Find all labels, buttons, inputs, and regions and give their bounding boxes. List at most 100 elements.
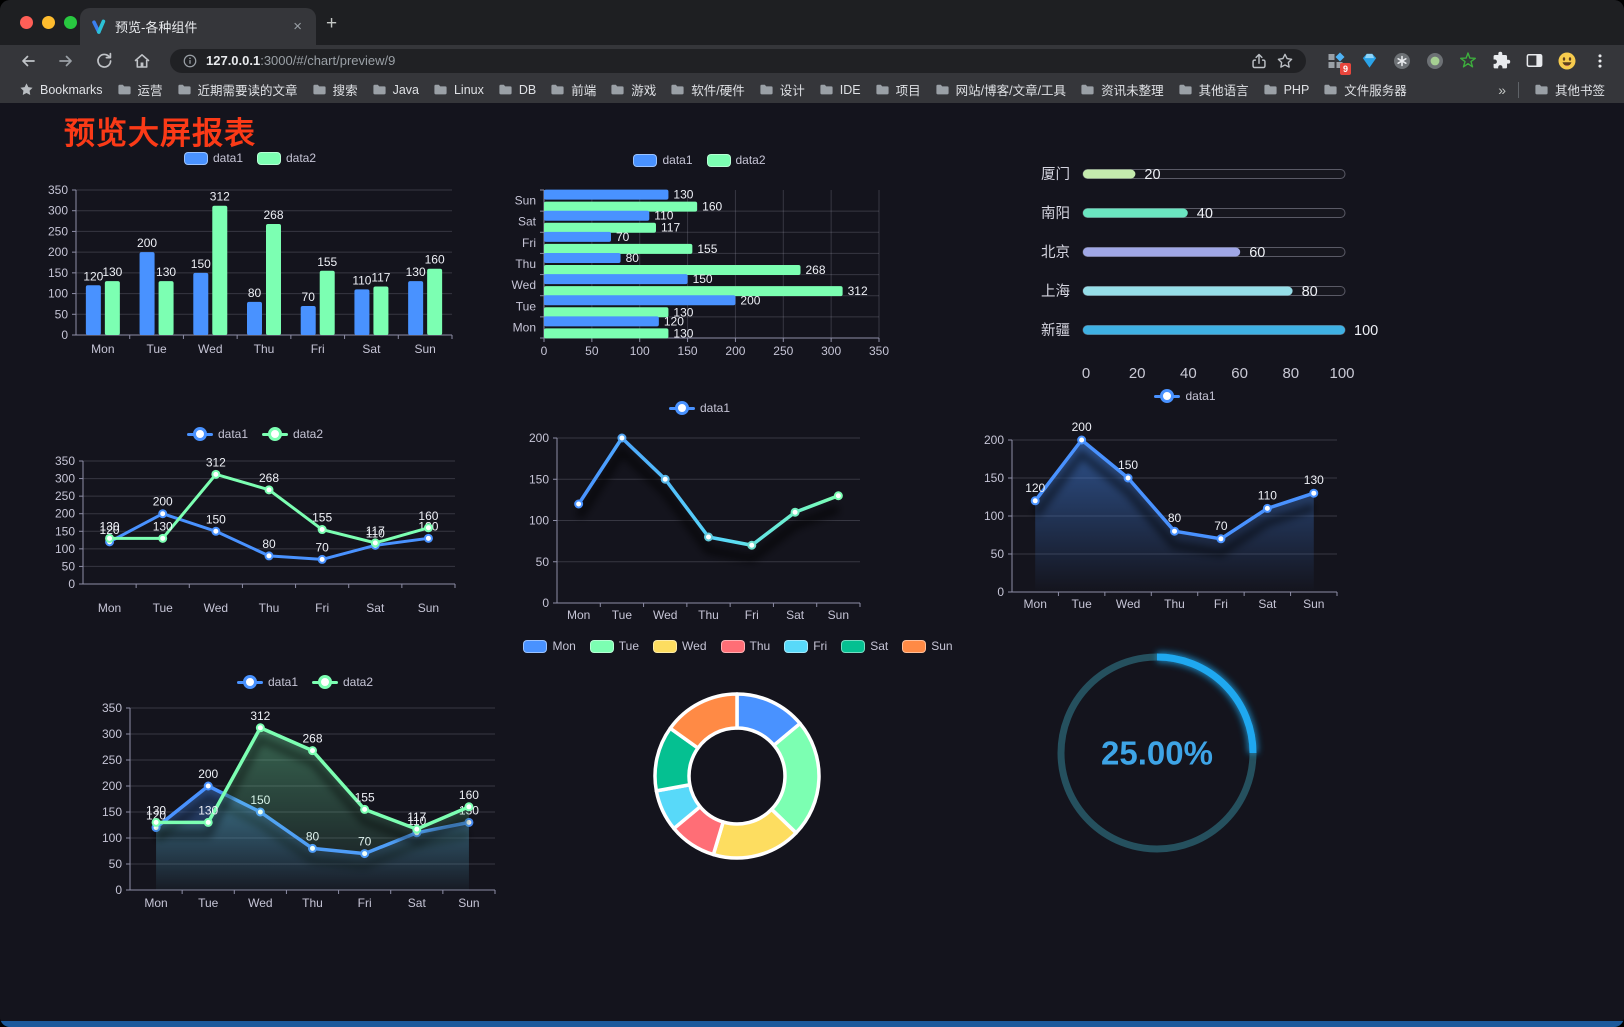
legend-swatch	[257, 151, 281, 165]
svg-text:120: 120	[146, 809, 166, 823]
svg-text:150: 150	[206, 512, 226, 526]
legend-item-data1[interactable]: data1	[633, 153, 693, 167]
other-bookmarks[interactable]: 其他书签	[1527, 78, 1612, 101]
chart-progress-list[interactable]: 厦门 20 南阳 40 北京 60 上海 80 新疆 100 0 20 40 60 80 100	[958, 146, 1390, 386]
extension-asterisk-icon[interactable]	[1392, 51, 1412, 71]
svg-text:155: 155	[312, 511, 332, 525]
legend-item-Thu[interactable]: Thu	[720, 639, 770, 653]
share-icon[interactable]	[1250, 52, 1268, 70]
svg-text:Thu: Thu	[302, 896, 323, 910]
bookmark-folder-list: 运营 近期需要读的文章 搜索 Java Linux DB 前端 游戏 软件/硬件 设计 IDE 项目 网…	[110, 78, 1414, 101]
svg-text:300: 300	[48, 204, 68, 218]
svg-text:Mon: Mon	[1024, 597, 1047, 610]
site-info-icon[interactable]	[182, 53, 198, 69]
new-tab-button[interactable]: +	[326, 13, 338, 34]
svg-text:Sat: Sat	[408, 896, 427, 910]
svg-text:50: 50	[536, 555, 550, 569]
window-minimize-button[interactable]	[42, 16, 55, 29]
bookmark-folder[interactable]: 运营	[110, 78, 170, 101]
window-close-button[interactable]	[20, 16, 33, 29]
bookmark-folder[interactable]: 近期需要读的文章	[170, 78, 305, 101]
legend-item-data2[interactable]: data2	[257, 151, 316, 165]
svg-text:117: 117	[371, 271, 390, 285]
extension-gem-icon[interactable]	[1359, 51, 1379, 71]
bookmark-folder-label: Linux	[453, 82, 484, 97]
bookmark-folder-label: DB	[518, 82, 537, 97]
chart-donut[interactable]: Mon Tue Wed Thu Fri Sat Sun	[523, 636, 953, 906]
legend-swatch	[902, 639, 927, 653]
bookmark-folder[interactable]: 软件/硬件	[663, 78, 751, 101]
svg-text:100: 100	[48, 287, 68, 301]
bookmark-folder-label: 项目	[895, 84, 921, 98]
svg-text:Thu: Thu	[259, 601, 280, 615]
legend-item-Sat[interactable]: Sat	[841, 639, 888, 653]
window-zoom-button[interactable]	[64, 16, 77, 29]
bookmark-folder[interactable]: Linux	[426, 80, 491, 99]
browser-menu-icon[interactable]	[1590, 51, 1610, 71]
svg-text:0: 0	[997, 585, 1004, 599]
home-button[interactable]	[124, 48, 160, 74]
bookmark-star-icon[interactable]	[1276, 52, 1294, 70]
legend-item-Tue[interactable]: Tue	[589, 639, 639, 653]
chart-area-single[interactable]: data1 0 50 100 150 200 Mon Tue Wed Thu Fri Sat Sun 12…	[980, 386, 1390, 610]
svg-text:Fri: Fri	[358, 896, 372, 910]
chart-area-two-series[interactable]: data1 data2 0 50 100 150 200 250 300 350 Mon Tue Wed…	[100, 672, 510, 913]
bookmark-folder[interactable]: 游戏	[603, 78, 663, 101]
legend-item-data1[interactable]: data1	[183, 151, 243, 165]
back-button[interactable]	[10, 48, 46, 74]
bookmark-folder[interactable]: DB	[491, 80, 543, 99]
legend-item-data1[interactable]: data1	[186, 427, 248, 441]
extensions-puzzle-icon[interactable]	[1491, 51, 1511, 71]
browser-tab[interactable]: 预览-各种组件 ×	[80, 8, 316, 45]
legend-item-data2[interactable]: data2	[262, 427, 323, 441]
svg-text:100: 100	[102, 831, 122, 845]
legend-item-data1[interactable]: data1	[668, 401, 730, 415]
url-text[interactable]: 127.0.0.1:3000/#/chart/preview/9	[206, 53, 1242, 68]
bookmarks-overflow-chevron[interactable]: »	[1498, 81, 1506, 98]
chart-line-two-series[interactable]: data1 data2 0 50 100 150 200 250 300 350 Mon Tue Wed…	[45, 424, 465, 634]
chart-line-gradient[interactable]: data1 0 50 100 150 200 Mon Tue Wed Thu Fri Sat Sun	[502, 398, 897, 623]
bookmarks-root[interactable]: Bookmarks	[12, 80, 110, 99]
bookmark-folder[interactable]: 项目	[868, 78, 928, 101]
bookmark-folder[interactable]: 前端	[543, 78, 603, 101]
bookmark-folder[interactable]: PHP	[1256, 80, 1317, 99]
chart-gauge-progress[interactable]: 25.00%	[1040, 634, 1274, 874]
legend-item-Sun[interactable]: Sun	[902, 639, 953, 653]
bookmark-folder[interactable]: 文件服务器	[1316, 78, 1414, 101]
svg-text:70: 70	[302, 290, 316, 304]
extension-grid-icon[interactable]: 9	[1326, 51, 1351, 75]
forward-button[interactable]	[48, 48, 84, 74]
legend-item-Fri[interactable]: Fri	[784, 639, 827, 653]
legend-item-data1[interactable]: data1	[1154, 389, 1216, 403]
chart-bar-horizontal[interactable]: data1 data2 0 50 100 150 200 250 300 350 Sun 130 160…	[502, 150, 897, 365]
address-bar[interactable]: 127.0.0.1:3000/#/chart/preview/9	[170, 48, 1306, 73]
emoji-extension-icon[interactable]	[1557, 51, 1577, 71]
bookmark-folder[interactable]: IDE	[812, 80, 868, 99]
svg-text:100: 100	[529, 514, 549, 528]
legend-item-data2[interactable]: data2	[312, 675, 373, 689]
extension-green-star-icon[interactable]	[1458, 51, 1478, 71]
extension-record-icon[interactable]	[1425, 51, 1445, 71]
svg-text:200: 200	[153, 495, 173, 509]
sidebar-icon[interactable]	[1524, 51, 1544, 71]
svg-text:120: 120	[100, 523, 120, 537]
svg-text:100: 100	[55, 542, 75, 556]
chart-bar-vertical[interactable]: data1 data2 0 50 100 150 200 250 300 350 Mon Tue Wed…	[40, 148, 460, 364]
legend-item-data2[interactable]: data2	[706, 153, 766, 167]
bookmark-folder[interactable]: 设计	[752, 78, 812, 101]
bookmark-folder[interactable]: 其他语言	[1171, 78, 1256, 101]
svg-text:80: 80	[1302, 284, 1318, 300]
reload-button[interactable]	[86, 48, 122, 74]
svg-text:60: 60	[1231, 365, 1248, 382]
bookmark-folder[interactable]: Java	[365, 80, 426, 99]
svg-text:20: 20	[1129, 365, 1146, 382]
svg-text:Sat: Sat	[1258, 597, 1277, 610]
bookmark-folder[interactable]: 搜索	[305, 78, 365, 101]
legend-item-Mon[interactable]: Mon	[523, 639, 576, 653]
legend-label: Mon	[552, 639, 576, 653]
legend-item-Wed[interactable]: Wed	[653, 639, 707, 653]
tab-close-icon[interactable]: ×	[293, 18, 302, 35]
legend-item-data1[interactable]: data1	[236, 675, 298, 689]
bookmark-folder[interactable]: 资讯未整理	[1073, 78, 1171, 101]
bookmark-folder[interactable]: 网站/博客/文章/工具	[928, 78, 1073, 101]
